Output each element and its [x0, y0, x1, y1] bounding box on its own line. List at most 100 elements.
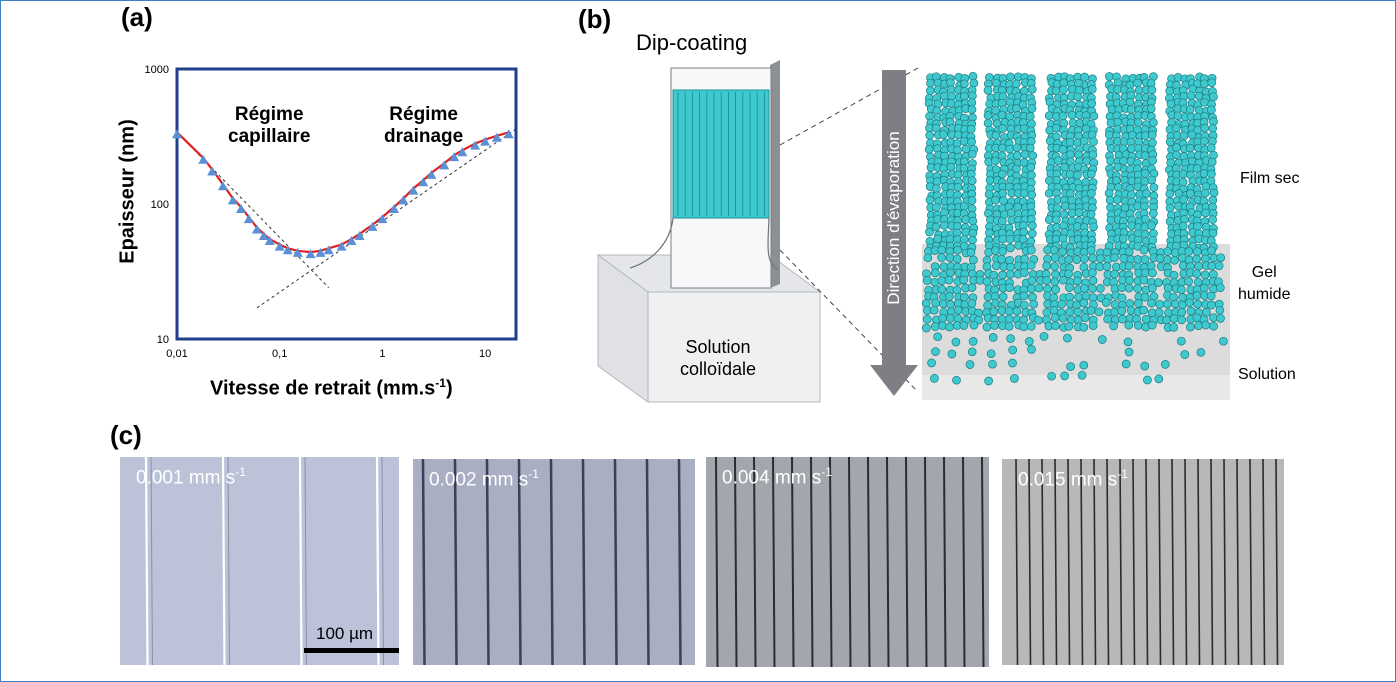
particle [1148, 138, 1157, 148]
particle [1140, 268, 1150, 278]
particle [1019, 322, 1029, 332]
particle [1127, 190, 1136, 200]
regime-left-line1: Régime [234, 104, 304, 125]
particle [1133, 78, 1142, 88]
data-point [217, 181, 228, 191]
particle [1087, 84, 1097, 94]
particle [1102, 247, 1112, 257]
particle [945, 292, 954, 301]
particle [1027, 229, 1037, 238]
particle [1194, 261, 1204, 271]
particle [922, 314, 932, 324]
particle [1072, 255, 1082, 265]
micro-stripe [581, 459, 586, 665]
particle [1163, 283, 1173, 293]
particle [1010, 374, 1019, 383]
particle [1214, 261, 1224, 271]
x-ticks: 0,01 0,1 1 10 [166, 348, 491, 360]
particle [968, 216, 978, 226]
particle [1095, 262, 1105, 272]
micro-stripe [924, 457, 928, 667]
particle [1042, 261, 1051, 271]
particle [967, 137, 976, 147]
particle [923, 253, 933, 263]
data-point [439, 160, 450, 170]
particle [1201, 320, 1211, 330]
solution-bottom-zone [922, 375, 1230, 400]
arrow-shaft [882, 70, 906, 370]
particle [1124, 320, 1134, 330]
particle [967, 105, 977, 114]
particle [1199, 283, 1209, 293]
particle [925, 227, 934, 237]
micro-stripe [867, 457, 871, 667]
particle [1074, 78, 1083, 88]
particle [1127, 130, 1137, 140]
micro-stripe [1054, 459, 1058, 665]
particle [1012, 151, 1022, 160]
regime-right-line2: drainage [384, 126, 464, 147]
particle [1110, 253, 1119, 262]
particle [991, 246, 1000, 255]
particle [947, 349, 957, 359]
particle [1172, 123, 1181, 133]
particle [1064, 269, 1073, 279]
particle [1207, 246, 1216, 255]
particle [1065, 307, 1075, 317]
particle [1165, 86, 1175, 96]
x-axis-label-sup: -1 [435, 376, 446, 390]
particle [990, 156, 1000, 166]
particle [945, 268, 955, 278]
particle [1124, 347, 1134, 357]
particle [1087, 189, 1096, 198]
particle [1006, 72, 1015, 82]
particle [1123, 337, 1133, 347]
particle [961, 227, 971, 237]
data-point [426, 169, 437, 179]
particle [925, 195, 935, 205]
particle [1141, 214, 1150, 224]
particle [1086, 306, 1096, 315]
particle [929, 305, 939, 315]
particle [1184, 247, 1194, 256]
regime-left-line2: capillaire [228, 126, 311, 147]
micro-stripe [549, 459, 554, 665]
micro-stripe [1236, 459, 1240, 665]
particle [997, 110, 1007, 120]
container-left [597, 254, 649, 403]
micrograph-4: 0.015 mm s-1 [1002, 459, 1284, 665]
particle [1177, 308, 1187, 317]
particle [982, 322, 992, 332]
particle [1006, 334, 1015, 343]
particle [1209, 92, 1218, 102]
particle [1186, 91, 1196, 101]
particles [921, 71, 1228, 386]
particle [991, 261, 1001, 271]
micro-stripe [1184, 459, 1188, 665]
particle [1086, 169, 1096, 179]
micro-stripe [905, 457, 909, 667]
micrograph-1-stripes [144, 457, 384, 665]
micrograph-3: 0.004 mm s-1 [706, 457, 989, 667]
particle [959, 321, 969, 330]
particle [1172, 150, 1181, 160]
micro-stripe [144, 457, 149, 665]
particle [991, 195, 1000, 205]
particle [959, 202, 969, 211]
data-point [346, 236, 357, 246]
micro-stripe-edge [150, 457, 153, 665]
particle [946, 313, 955, 323]
particle [959, 136, 969, 146]
micro-stripe [715, 457, 719, 667]
particle [1051, 86, 1061, 96]
particle [997, 254, 1006, 264]
micro-stripe [848, 457, 852, 667]
zone-solution: Solution [1238, 366, 1296, 383]
particle [1012, 306, 1022, 316]
data-point [354, 230, 365, 240]
micro-stripe [1015, 459, 1019, 665]
scale-bar [304, 648, 399, 653]
particle [1027, 276, 1037, 286]
particle [1006, 208, 1016, 218]
micrograph-1-speed: 0.001 mm s-1 [136, 465, 246, 489]
